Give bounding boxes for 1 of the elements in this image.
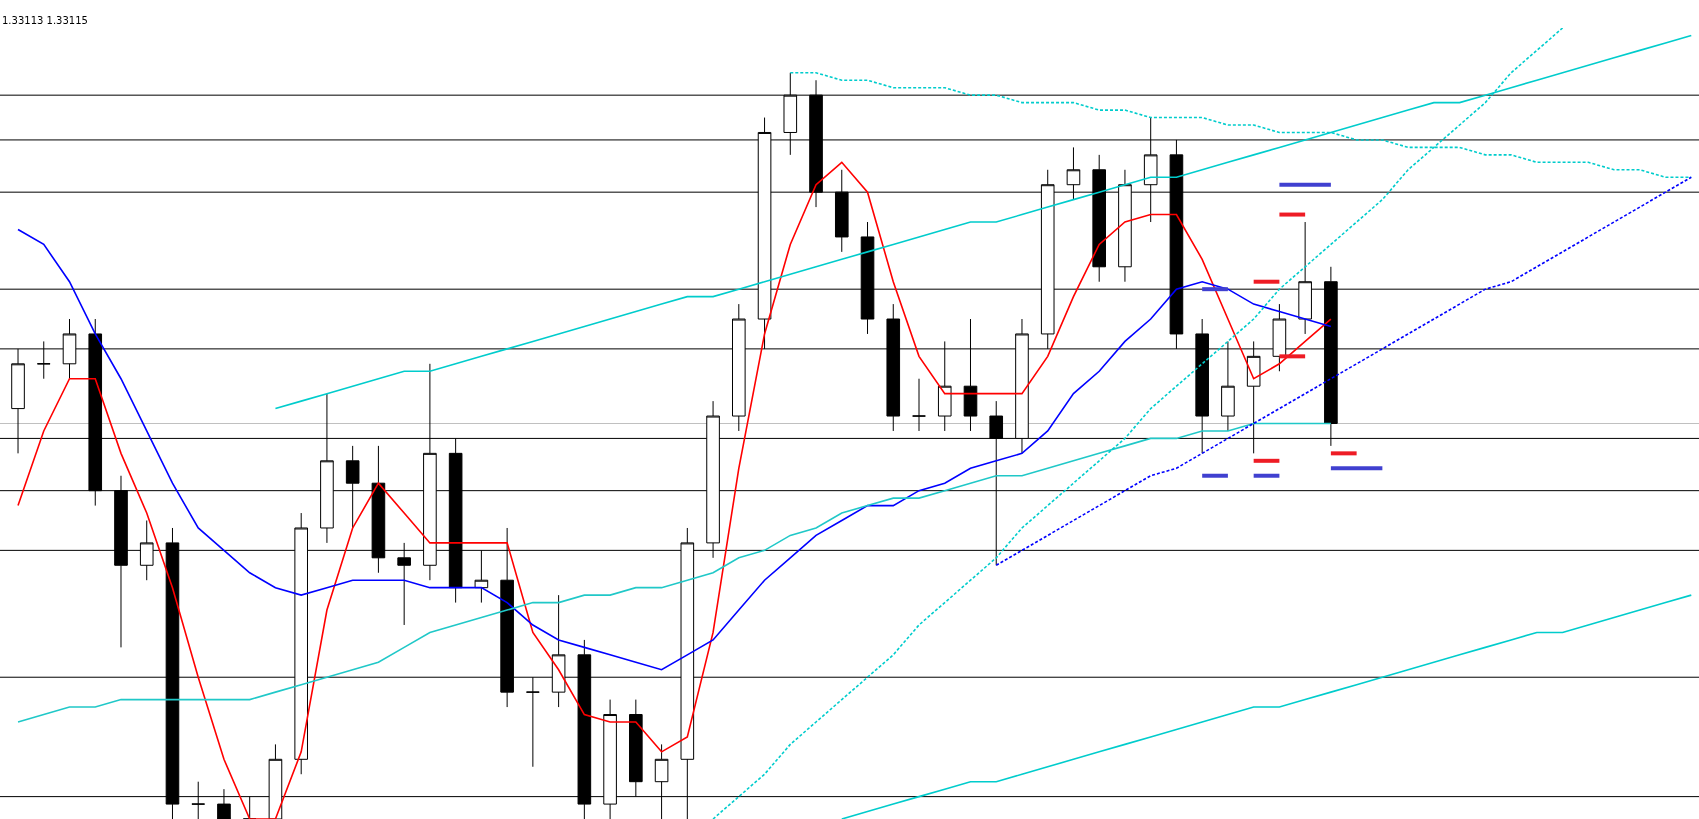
text: 1.33113 1.33115: [2, 15, 88, 26]
